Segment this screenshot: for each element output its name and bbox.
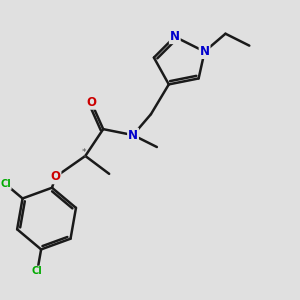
Text: N: N [200,45,210,58]
Text: O: O [50,170,61,183]
Text: Cl: Cl [0,179,11,189]
Text: N: N [170,30,180,43]
Text: *: * [82,148,86,157]
Text: Cl: Cl [32,266,43,276]
Text: N: N [128,129,138,142]
Text: O: O [86,96,96,109]
